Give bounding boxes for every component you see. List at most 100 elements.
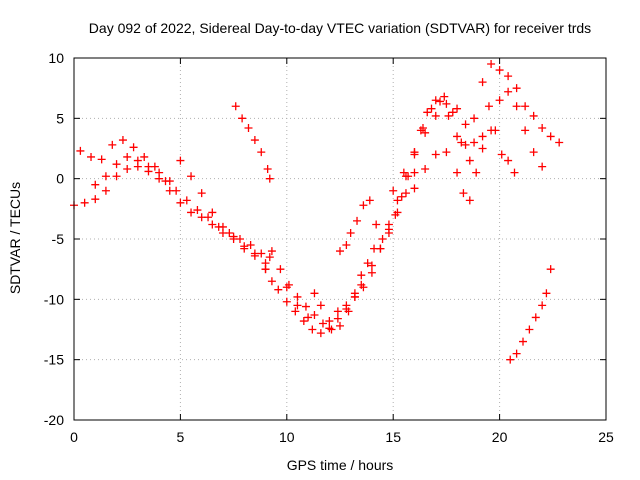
data-point: [546, 265, 555, 274]
data-point: [440, 92, 449, 101]
data-point: [365, 196, 374, 205]
y-tick-label: 0: [56, 171, 64, 187]
data-point: [442, 99, 451, 108]
data-point: [465, 196, 474, 205]
data-point: [401, 172, 410, 181]
data-point: [357, 271, 366, 280]
data-point: [342, 301, 351, 310]
data-point: [342, 241, 351, 250]
data-point: [497, 150, 506, 159]
data-point: [384, 220, 393, 229]
data-point: [172, 186, 181, 195]
data-point: [436, 97, 445, 106]
data-point: [427, 104, 436, 113]
data-point: [529, 111, 538, 120]
data-point: [91, 195, 100, 204]
data-point: [512, 84, 521, 93]
x-tick-label: 20: [492, 429, 508, 445]
data-point: [431, 111, 440, 120]
data-point: [346, 228, 355, 237]
data-point: [225, 228, 234, 237]
data-point: [231, 102, 240, 111]
data-point: [208, 220, 217, 229]
data-point: [327, 325, 336, 334]
data-point: [372, 220, 381, 229]
data-point: [108, 140, 117, 149]
series-arc-4: [231, 102, 274, 183]
data-point: [367, 261, 376, 270]
data-point: [453, 132, 462, 141]
x-axis-label: GPS time / hours: [287, 457, 394, 473]
data-point: [101, 186, 110, 195]
data-point: [123, 152, 132, 161]
plot-frame: [73, 57, 607, 421]
data-point: [453, 168, 462, 177]
data-point: [267, 277, 276, 286]
data-point: [519, 337, 528, 346]
data-point: [244, 123, 253, 132]
data-point: [418, 123, 427, 132]
data-point: [421, 165, 430, 174]
data-point: [299, 317, 308, 326]
data-point: [495, 66, 504, 75]
data-point: [555, 138, 564, 147]
data-point: [101, 172, 110, 181]
data-point: [546, 132, 555, 141]
data-point: [316, 329, 325, 338]
data-point: [308, 325, 317, 334]
data-point: [389, 186, 398, 195]
data-point: [336, 321, 344, 330]
series-arc-8: [336, 92, 474, 256]
data-point: [410, 148, 419, 157]
data-point: [378, 235, 387, 243]
data-point: [521, 102, 530, 111]
data-point: [399, 168, 408, 177]
data-point: [495, 96, 504, 105]
y-tick-label: 5: [56, 110, 64, 126]
x-tick-label: 25: [598, 429, 614, 445]
data-point: [291, 307, 300, 316]
data-point: [155, 168, 164, 177]
data-point: [310, 289, 319, 298]
data-point: [504, 156, 513, 165]
data-point: [504, 72, 513, 81]
data-point: [204, 213, 213, 222]
data-point: [318, 319, 327, 328]
data-point: [410, 168, 419, 177]
x-tick-label: 0: [70, 429, 78, 445]
data-point: [282, 283, 291, 292]
data-point: [359, 283, 368, 292]
data-point: [367, 268, 376, 277]
data-point: [457, 138, 466, 147]
axes: 0 5 10 15 20 25 -20 -15 -10 -5 0 5 10: [44, 50, 614, 445]
data-point: [182, 196, 191, 205]
data-point: [538, 162, 547, 171]
data-point: [144, 162, 153, 171]
data-point: [542, 289, 551, 298]
data-point: [459, 189, 468, 198]
data-point: [80, 198, 89, 207]
data-point: [218, 222, 227, 231]
data-point: [133, 156, 142, 165]
data-point: [250, 251, 259, 260]
data-point: [333, 307, 342, 316]
data-point: [316, 301, 325, 310]
data-points: [70, 60, 564, 364]
data-point: [176, 198, 185, 207]
data-point: [538, 301, 547, 310]
data-point: [276, 265, 285, 274]
x-tick-label: 10: [279, 429, 295, 445]
data-point: [484, 102, 493, 111]
data-point: [293, 301, 302, 310]
data-point: [208, 208, 217, 217]
series-arc-11: [410, 102, 519, 205]
data-point: [470, 138, 479, 147]
data-point: [359, 201, 368, 210]
series-arc-2: [76, 136, 274, 262]
data-point: [423, 108, 432, 117]
x-tick-label: 15: [385, 429, 401, 445]
data-point: [391, 210, 400, 219]
data-point: [504, 87, 513, 96]
data-point: [363, 259, 372, 268]
data-point: [187, 208, 196, 217]
